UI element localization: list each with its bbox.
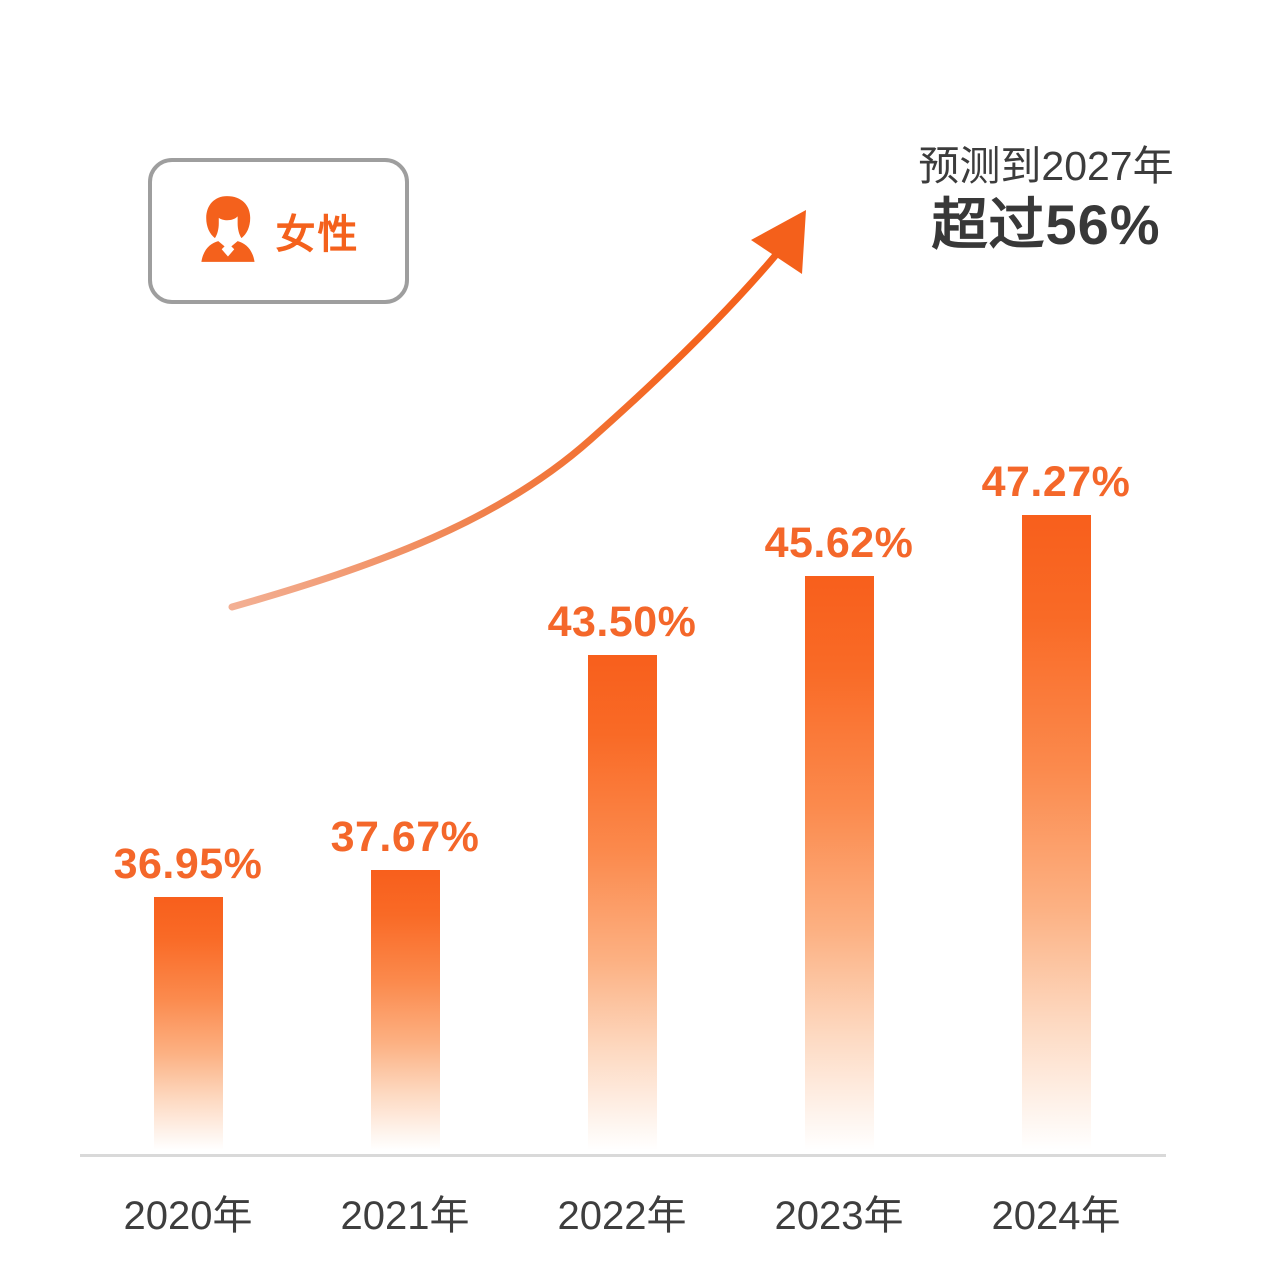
prediction-line2: 超过56% [931,193,1161,256]
bar-2021 [370,870,440,1150]
value-label-2024: 47.27% [981,458,1131,506]
legend-label: 女性 [275,213,360,257]
trend-arrow-head [751,210,806,274]
axis-label-2024: 2024年 [991,1194,1121,1238]
bar-2023 [804,576,874,1150]
bar-2024 [1021,515,1091,1150]
axis-label-2020: 2020年 [123,1194,253,1238]
bar-2022 [587,655,657,1150]
prediction-line1: 预测到2027年 [918,143,1174,189]
value-label-2020: 36.95% [113,840,263,888]
value-label-2022: 43.50% [547,598,697,646]
x-axis-baseline [80,1154,1166,1157]
legend-badge: 女性 [148,158,409,304]
value-label-2023: 45.62% [764,519,914,567]
value-label-2021: 37.67% [330,813,480,861]
prediction-annotation: 预测到2027年 超过56% [898,138,1194,256]
female-avatar-icon [198,194,256,269]
axis-label-2021: 2021年 [340,1194,470,1238]
bar-2020 [153,897,223,1150]
axis-label-2022: 2022年 [557,1194,687,1238]
axis-label-2023: 2023年 [774,1194,904,1238]
